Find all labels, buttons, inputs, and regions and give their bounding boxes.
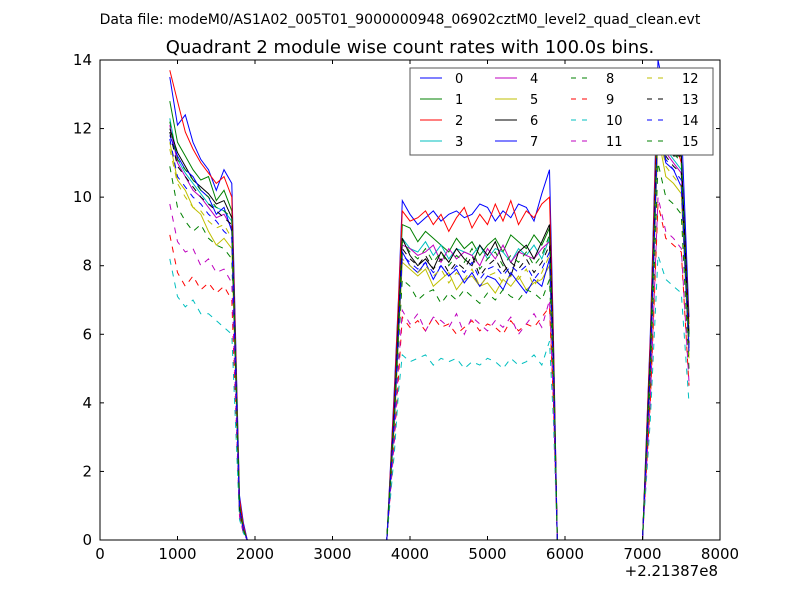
axis-ticks: 0 1000 2000 3000 4000 5000 6000 7000 80000246810… (73, 51, 739, 563)
series-line-1 (169, 90, 690, 541)
legend-label-14: 14 (682, 114, 699, 129)
legend-label-13: 13 (682, 93, 699, 108)
series-line-7 (169, 121, 690, 541)
series-line-10 (169, 255, 690, 541)
legend-label-5: 5 (530, 93, 538, 108)
series-line-14 (169, 118, 690, 541)
y-tick-label: 2 (82, 462, 92, 480)
legend-label-4: 4 (530, 72, 538, 87)
legend-label-0: 0 (455, 72, 463, 87)
y-tick-label: 12 (73, 120, 92, 138)
chart-title: Quadrant 2 module wise count rates with … (166, 37, 655, 58)
series-line-4 (169, 114, 690, 541)
y-tick-label: 0 (82, 531, 92, 549)
x-tick-label: 5000 (468, 545, 506, 563)
legend-label-1: 1 (455, 93, 463, 108)
y-tick-label: 4 (82, 394, 92, 412)
series-line-5 (169, 135, 690, 541)
series-line-12 (169, 128, 690, 541)
y-tick-label: 8 (82, 257, 92, 275)
legend-label-6: 6 (530, 114, 538, 129)
legend-label-7: 7 (530, 135, 538, 150)
legend-label-8: 8 (606, 72, 614, 87)
x-tick-label: 4000 (391, 545, 429, 563)
y-tick-label: 6 (82, 325, 92, 343)
series-line-6 (169, 101, 690, 541)
series-line-15 (169, 97, 690, 541)
series-line-8 (169, 162, 690, 541)
legend-label-12: 12 (682, 72, 699, 87)
legend-label-2: 2 (455, 114, 463, 129)
x-tick-label: 6000 (546, 545, 584, 563)
legend-label-3: 3 (455, 135, 463, 150)
y-tick-label: 10 (73, 188, 92, 206)
x-tick-label: 3000 (313, 545, 351, 563)
legend-label-9: 9 (606, 93, 614, 108)
data-file-header: Data file: modeM0/AS1A02_005T01_90000009… (100, 12, 701, 28)
x-tick-label: 0 (95, 545, 105, 563)
legend-label-10: 10 (606, 114, 623, 129)
x-tick-label: 2000 (236, 545, 274, 563)
series-line-9 (169, 203, 690, 541)
legend-label-15: 15 (682, 135, 699, 150)
x-offset-label: +2.21387e8 (625, 562, 718, 580)
x-tick-label: 8000 (701, 545, 739, 563)
x-tick-label: 7000 (623, 545, 661, 563)
series-line-13 (169, 111, 690, 541)
x-tick-label: 1000 (158, 545, 196, 563)
legend-label-11: 11 (606, 135, 623, 150)
y-tick-label: 14 (73, 51, 92, 69)
